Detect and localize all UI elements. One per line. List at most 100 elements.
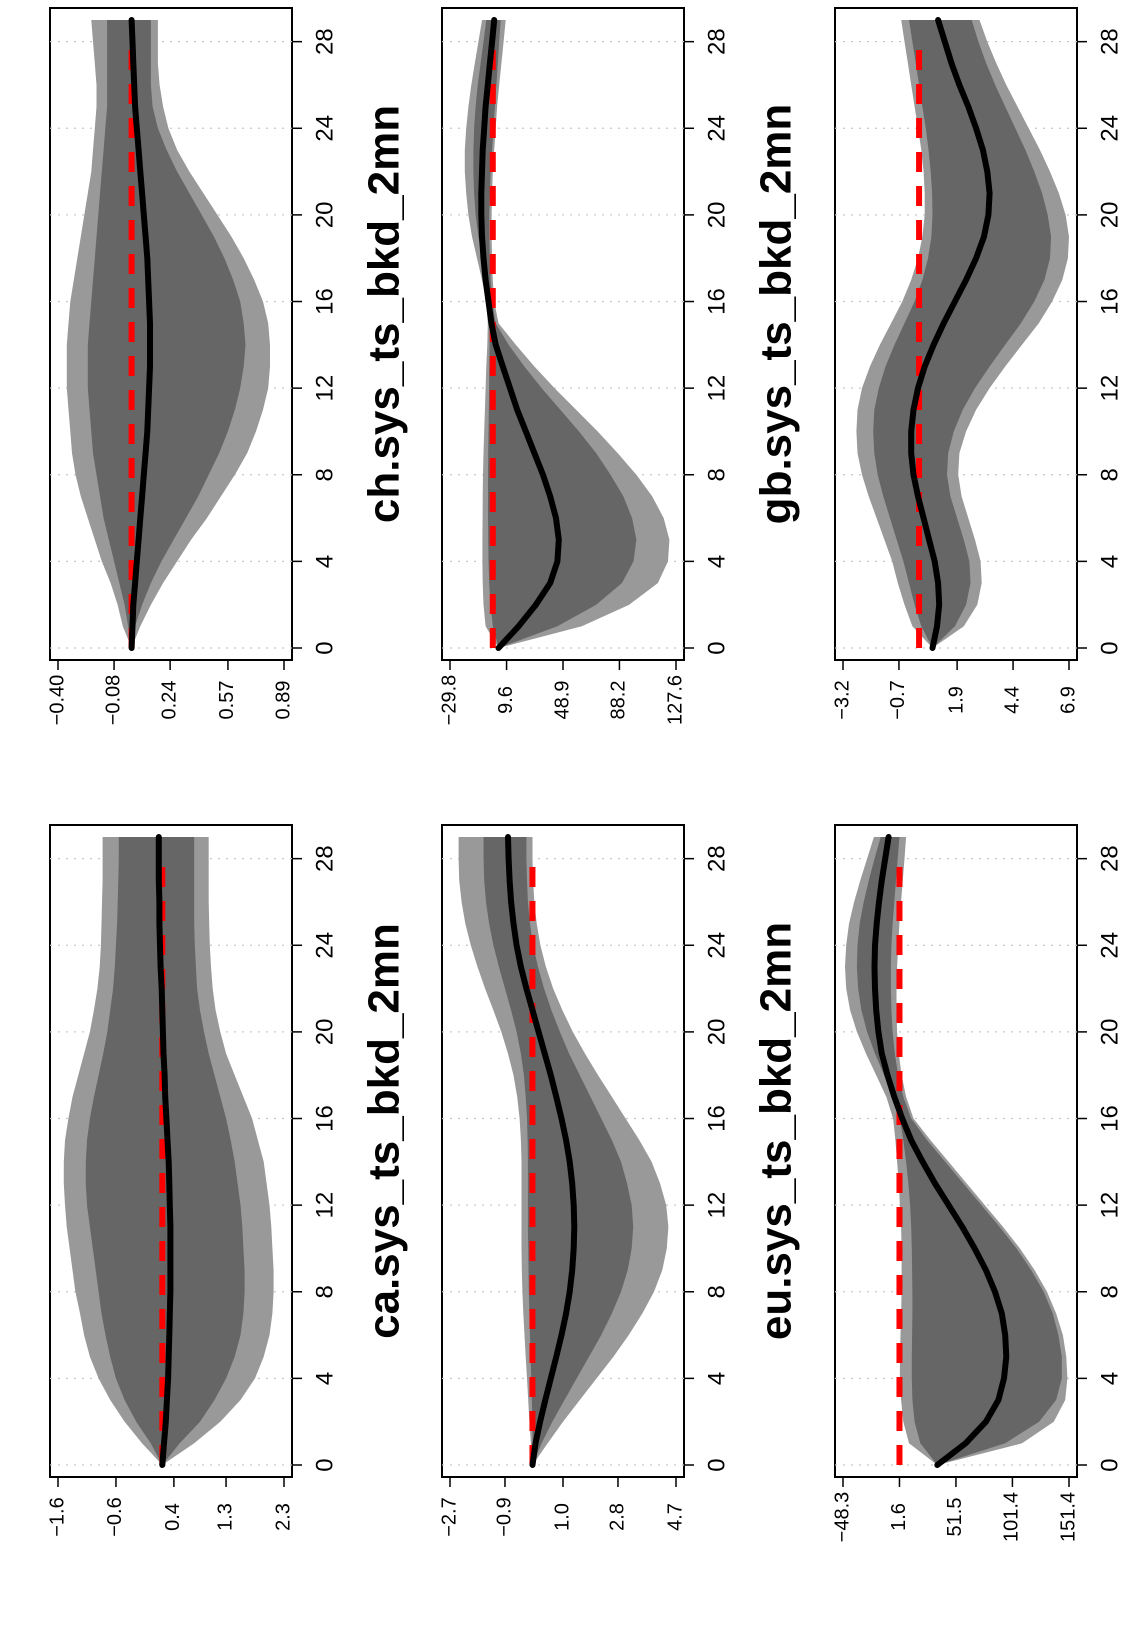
y-tick-label: −3.2 (831, 680, 853, 719)
x-tick-label: 4 (1096, 555, 1123, 568)
x-tick-label: 12 (703, 1192, 730, 1219)
panel-eu: 0 4 8 12 16 20 24 28 4.7 2.8 1.0 −0.9 −2.7 eu.sys_ts_… (438, 824, 801, 1537)
y-tick-label: 9.6 (495, 686, 517, 714)
x-tick-label: 4 (311, 555, 338, 568)
x-tick-label: 28 (1096, 845, 1123, 872)
plot-frame (834, 7, 1078, 661)
x-tick-label: 20 (1096, 1019, 1123, 1046)
y-tick-label: 48.9 (551, 681, 573, 720)
x-tick-label: 16 (311, 1105, 338, 1132)
panel-nz: 04812162024286.94.41.9−0.7−3.2nz.sys_ts_… (831, 7, 1123, 720)
x-tick-label: 24 (703, 115, 730, 142)
y-tick-label: −0.40 (46, 675, 68, 726)
x-tick-label: 16 (1096, 288, 1123, 315)
median-line (908, 17, 993, 651)
x-tick-label: 8 (311, 468, 338, 481)
y-tick-label: 2.3 (272, 1503, 294, 1531)
x-tick-label: 16 (703, 288, 730, 315)
x-tick-label: 28 (703, 28, 730, 55)
panel-jp: 0481216202428151.4101.451.51.6−48.3jp.sy… (831, 824, 1123, 1543)
y-tick-label: 1.0 (551, 1503, 573, 1531)
x-tick-label: 12 (311, 1192, 338, 1219)
x-tick-label: 4 (311, 1372, 338, 1385)
x-tick-label: 24 (1096, 932, 1123, 959)
y-tick-label: 6.9 (1057, 686, 1079, 714)
x-tick-label: 12 (1096, 375, 1123, 402)
x-tick-label: 28 (311, 845, 338, 872)
y-tick-label: −0.08 (102, 675, 124, 726)
x-tick-label: 28 (1096, 28, 1123, 55)
x-tick-label: 0 (703, 1458, 730, 1471)
y-tick-label: −0.9 (493, 1497, 515, 1536)
x-tick-label: 20 (703, 1019, 730, 1046)
median-line (505, 834, 578, 1468)
inner-band (87, 20, 246, 648)
x-tick-label: 12 (311, 375, 338, 402)
x-tick-label: 28 (311, 28, 338, 55)
x-tick-label: 0 (1096, 641, 1123, 654)
x-tick-label: 0 (311, 1458, 338, 1471)
y-tick-label: −2.7 (438, 1497, 460, 1536)
x-tick-label: 16 (703, 1105, 730, 1132)
x-tick-label: 4 (703, 1372, 730, 1385)
x-tick-label: 20 (703, 202, 730, 229)
y-tick-label: −0.6 (104, 1497, 126, 1536)
median-line (478, 17, 562, 651)
x-tick-label: 4 (703, 555, 730, 568)
y-tick-label: −0.7 (887, 680, 909, 719)
x-tick-label: 0 (311, 641, 338, 654)
x-tick-label: 4 (1096, 1372, 1123, 1385)
x-tick-label: 0 (1096, 1458, 1123, 1471)
median-line (128, 17, 153, 651)
x-tick-label: 8 (1096, 1285, 1123, 1298)
panel-gb: 0 4 8 12 16 20 24 28 127.6 88.2 48.9 9.6 −29.8 gb.sys… (438, 7, 801, 726)
y-tick-label: 2.8 (606, 1503, 628, 1531)
median-line (155, 834, 174, 1468)
panel-title: gb.sys_ts_bkd_2mn (752, 104, 801, 525)
panel-title: ch.sys_ts_bkd_2mn (360, 105, 409, 523)
x-tick-label: 24 (311, 115, 338, 142)
y-tick-label: 4.4 (1001, 686, 1023, 714)
y-tick-label: 0.24 (158, 681, 180, 720)
x-tick-label: 8 (703, 468, 730, 481)
x-tick-label: 20 (1096, 202, 1123, 229)
inner-band (856, 837, 1062, 1465)
inner-band (473, 20, 637, 648)
x-tick-label: 20 (311, 202, 338, 229)
plot-frame (49, 7, 293, 661)
inner-band (483, 837, 634, 1465)
x-tick-label: 28 (703, 845, 730, 872)
y-tick-label: 1.3 (214, 1503, 236, 1531)
panel-title: ca.sys_ts_bkd_2mn (360, 923, 409, 1339)
y-tick-label: −48.3 (831, 1492, 853, 1543)
x-tick-label: 0 (703, 641, 730, 654)
y-tick-label: 4.7 (664, 1503, 686, 1531)
y-tick-label: 151.4 (1057, 1492, 1079, 1542)
y-tick-label: 1.9 (945, 686, 967, 714)
x-tick-label: 24 (311, 932, 338, 959)
y-tick-label: 0.57 (216, 681, 238, 720)
median-line (871, 834, 1010, 1468)
x-tick-label: 20 (311, 1019, 338, 1046)
x-tick-label: 12 (703, 375, 730, 402)
plot-frame (49, 824, 293, 1478)
panel-ch: 0 4 8 12 16 20 24 28 0.89 0.57 0.24 −0.08 −0.40 ch.sy… (46, 7, 409, 726)
y-tick-label: 51.5 (944, 1498, 966, 1537)
y-tick-label: 127.6 (664, 675, 686, 725)
x-tick-label: 8 (311, 1285, 338, 1298)
x-tick-label: 8 (1096, 468, 1123, 481)
y-tick-label: −29.8 (438, 675, 460, 726)
x-tick-label: 8 (703, 1285, 730, 1298)
y-tick-label: 88.2 (608, 681, 630, 720)
x-tick-label: 16 (311, 288, 338, 315)
x-tick-label: 24 (703, 932, 730, 959)
x-tick-label: 24 (1096, 115, 1123, 142)
y-tick-label: 0.89 (272, 681, 294, 720)
panel-title: eu.sys_ts_bkd_2mn (752, 922, 801, 1340)
panel-ca: 0 4 8 12 16 20 24 28 2.3 1.3 0.4 −0.6 −1.6 ca.sys_ts_… (46, 824, 409, 1537)
y-tick-label: −1.6 (46, 1497, 68, 1536)
y-tick-label: 1.6 (888, 1503, 910, 1531)
